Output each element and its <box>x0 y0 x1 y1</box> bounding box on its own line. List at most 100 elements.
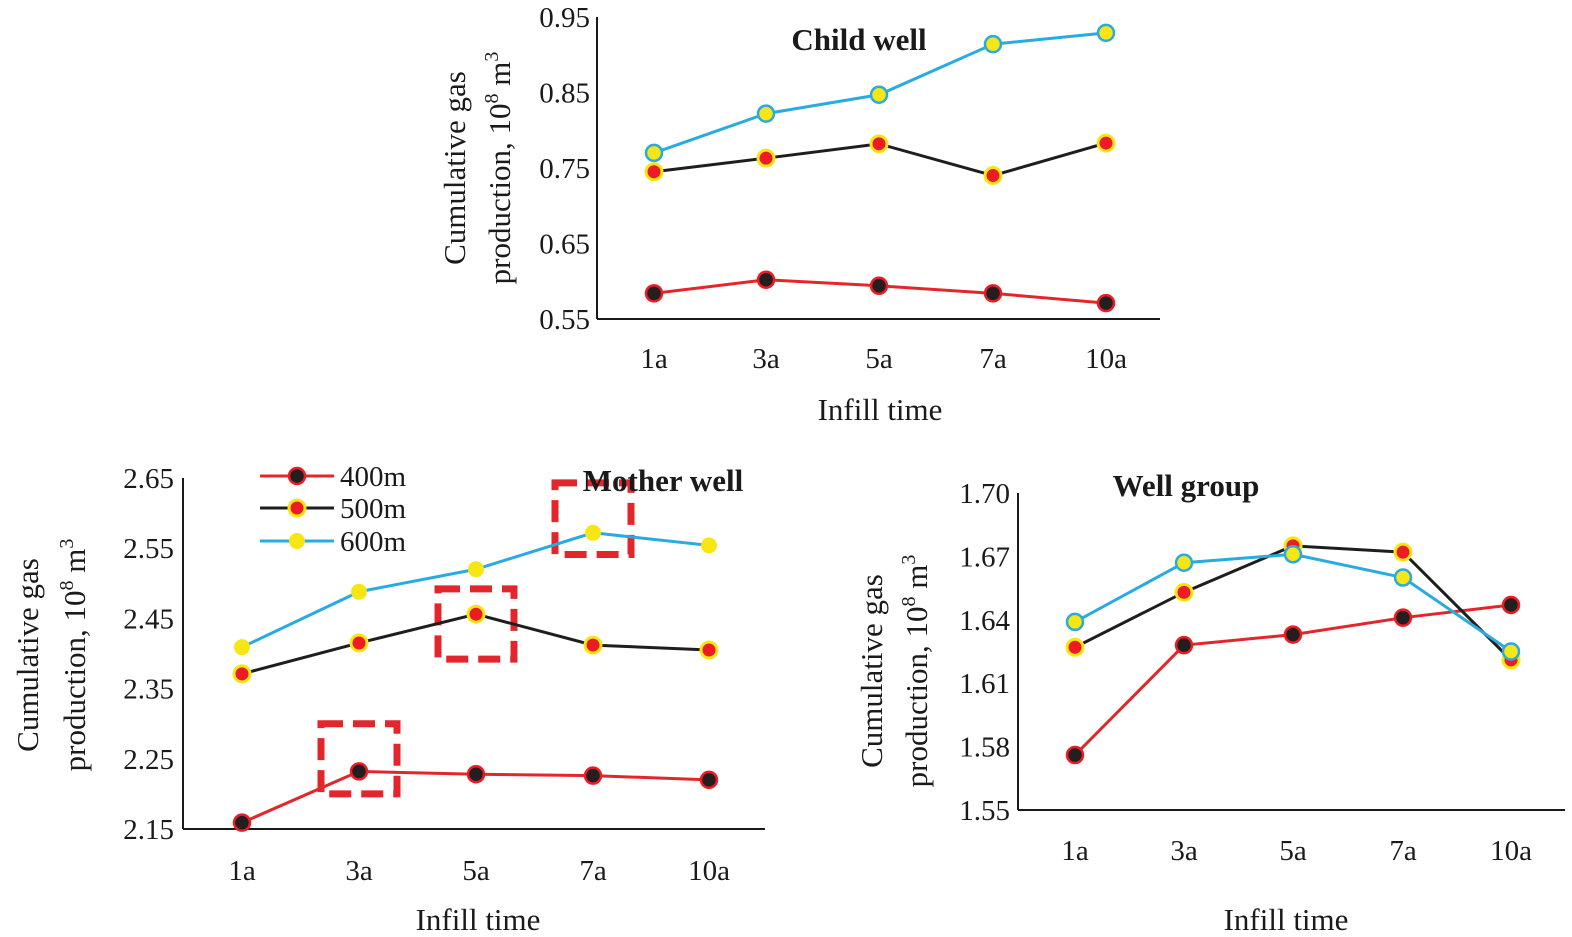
y-axis-title: Cumulative gas <box>854 574 889 768</box>
data-point-500m <box>349 633 369 653</box>
y-tick-label: 0.75 <box>539 153 590 185</box>
y-axis-title-unit: production, 108 m3 <box>481 52 517 285</box>
y-axis-title-line2: production, 108 m3 <box>481 52 517 285</box>
y-tick-label: 1.55 <box>959 795 1010 827</box>
y-tick-label: 2.25 <box>123 744 174 776</box>
x-tick-label: 3a <box>1170 835 1198 867</box>
y-tick-label: 1.58 <box>959 732 1010 764</box>
y-axis-title-line2: production, 108 m3 <box>56 539 92 772</box>
data-point-600m <box>1174 553 1194 572</box>
y-axis-title-line2: production, 108 m3 <box>898 555 934 788</box>
data-point-400m <box>466 764 486 784</box>
x-tick-label: 10a <box>1490 835 1532 867</box>
y-tick-label: 1.61 <box>959 668 1010 700</box>
y-tick-label: 0.65 <box>539 229 590 261</box>
y-tick-label: 0.85 <box>539 78 590 110</box>
x-axis-title: Infill time <box>1224 902 1349 937</box>
y-tick-label: 0.95 <box>539 2 590 34</box>
data-point-400m <box>1393 608 1413 627</box>
data-point-500m <box>1065 637 1085 657</box>
data-point-400m <box>232 813 252 832</box>
y-tick-label: 2.15 <box>123 814 174 846</box>
data-point-500m <box>756 148 776 168</box>
chart-title: Well group <box>1113 468 1260 503</box>
x-tick-label: 5a <box>1279 835 1307 867</box>
data-point-500m <box>232 664 252 684</box>
data-point-400m <box>1174 635 1194 655</box>
data-point-500m <box>583 635 603 655</box>
data-point-500m <box>466 604 486 624</box>
y-axis-title-line1: Cumulative gas <box>854 574 889 768</box>
data-point-400m <box>1283 625 1303 644</box>
x-tick-label: 7a <box>979 343 1007 375</box>
y-tick-label: 0.55 <box>539 304 590 336</box>
y-tick-label: 1.67 <box>959 541 1010 573</box>
y-tick-label: 2.55 <box>123 533 174 565</box>
chart-title: Mother well <box>583 463 744 498</box>
data-point-400m <box>1065 745 1085 765</box>
data-point-600m <box>1283 545 1303 564</box>
data-point-600m <box>869 85 889 105</box>
chart-group: 1.55 1.58 1.61 1.64 1.67 1.70 1a 3a 5a 7a 10a Infil… <box>854 468 1565 937</box>
highlight-box <box>434 585 518 663</box>
data-point-600m <box>468 561 484 578</box>
y-axis-title-unit: production, 108 m3 <box>898 555 934 788</box>
data-point-400m <box>1501 595 1521 615</box>
data-point-600m <box>585 524 601 541</box>
data-point-600m <box>234 639 250 656</box>
x-axis-title: Infill time <box>818 392 943 427</box>
data-point-500m <box>699 640 719 660</box>
x-tick-label: 10a <box>688 855 730 887</box>
x-tick-label: 1a <box>1061 835 1089 867</box>
y-axis-title-line1: Cumulative gas <box>437 71 472 265</box>
data-point-600m <box>983 34 1003 54</box>
y-tick-label: 1.70 <box>959 478 1010 510</box>
data-point-400m <box>983 284 1003 303</box>
data-point-400m <box>583 766 603 785</box>
chart-child: 0.55 0.65 0.75 0.85 0.95 1a 3a 5a 7a 10a Infill ti… <box>437 2 1160 427</box>
data-point-400m <box>644 284 664 303</box>
data-point-400m <box>1096 293 1116 313</box>
data-point-400m <box>699 770 719 790</box>
data-point-600m <box>1501 642 1521 661</box>
data-point-500m <box>1393 542 1413 562</box>
data-point-600m <box>1096 23 1116 43</box>
y-tick-label: 2.45 <box>123 603 174 635</box>
data-point-500m <box>983 166 1003 186</box>
data-point-500m <box>644 162 664 182</box>
data-point-600m <box>644 143 664 163</box>
highlight-box <box>551 479 635 559</box>
legend-marker-600m <box>289 533 305 549</box>
chart-mother: 2.15 2.25 2.35 2.45 2.55 2.65 1a 3a 5a 7a 10a Infil… <box>10 461 765 937</box>
y-axis-title: Cumulative gas <box>437 71 472 265</box>
x-axis-title: Infill time <box>416 902 541 937</box>
x-tick-label: 5a <box>865 343 893 375</box>
x-tick-label: 1a <box>640 343 668 375</box>
x-tick-label: 5a <box>462 855 490 887</box>
y-axis-title: Cumulative gas <box>10 558 45 752</box>
data-point-600m <box>756 104 776 123</box>
data-point-600m <box>1065 612 1085 632</box>
x-tick-label: 7a <box>579 855 607 887</box>
x-tick-label: 3a <box>752 343 780 375</box>
data-point-400m <box>869 276 889 296</box>
y-tick-label: 2.35 <box>123 674 174 706</box>
legend-marker-500m <box>287 498 307 518</box>
y-tick-label: 1.64 <box>959 605 1010 637</box>
y-axis-title-unit: production, 108 m3 <box>56 539 92 772</box>
legend-label-500m: 500m <box>340 493 407 525</box>
legend-label-400m: 400m <box>340 461 407 493</box>
y-tick-label: 2.65 <box>123 463 174 495</box>
data-point-500m <box>1174 582 1194 602</box>
data-point-500m <box>869 134 889 154</box>
chart-title: Child well <box>791 22 927 57</box>
legend-marker-400m <box>287 466 307 486</box>
x-tick-label: 1a <box>228 855 256 887</box>
highlight-box <box>317 720 401 798</box>
data-point-600m <box>701 537 717 554</box>
data-point-600m <box>351 583 367 600</box>
x-tick-label: 10a <box>1085 343 1127 375</box>
x-tick-label: 7a <box>1389 835 1417 867</box>
x-tick-label: 3a <box>345 855 373 887</box>
